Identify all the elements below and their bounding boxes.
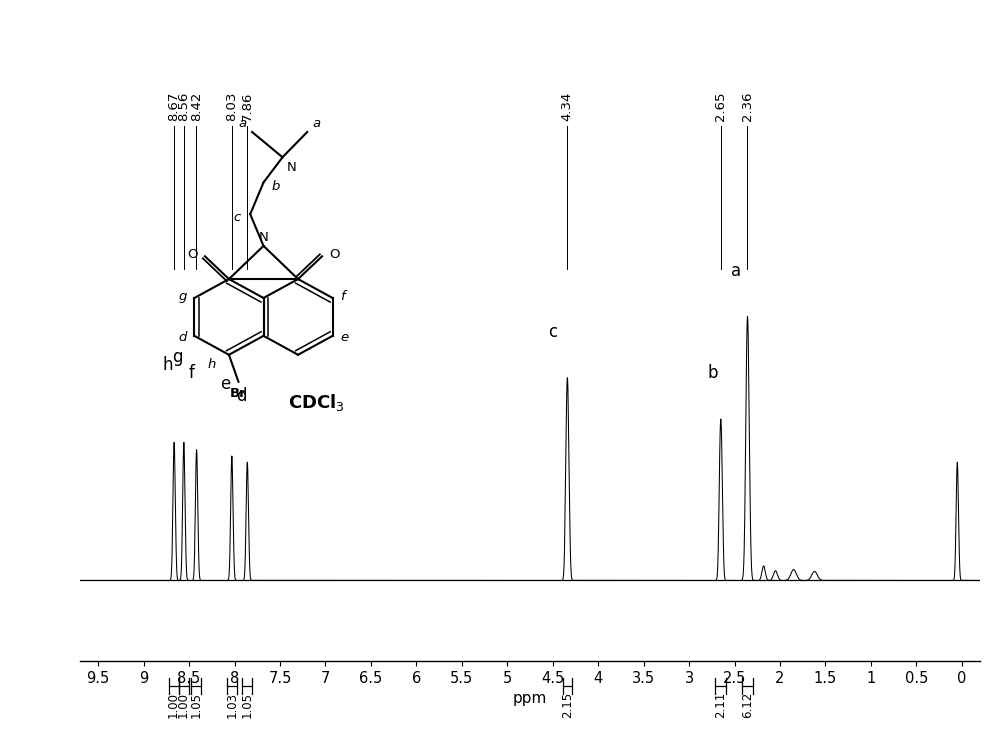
Text: d: d <box>236 387 246 405</box>
Text: b: b <box>271 179 279 192</box>
Text: 1.05: 1.05 <box>190 692 203 718</box>
Text: 2.36: 2.36 <box>741 92 754 122</box>
Text: 8.03: 8.03 <box>225 92 238 122</box>
Text: 7.86: 7.86 <box>241 92 254 122</box>
Text: 2.15: 2.15 <box>561 692 574 718</box>
Text: f: f <box>340 290 345 303</box>
Text: 1.05: 1.05 <box>241 692 254 718</box>
Text: O: O <box>188 248 198 261</box>
Text: Br: Br <box>230 388 247 400</box>
Text: 1.00: 1.00 <box>177 692 190 718</box>
Text: 8.67: 8.67 <box>167 92 180 122</box>
Text: f: f <box>189 363 195 382</box>
Text: h: h <box>163 356 173 374</box>
Text: N: N <box>259 231 268 244</box>
Text: 8.42: 8.42 <box>190 92 203 122</box>
Text: e: e <box>340 331 348 344</box>
Text: c: c <box>233 211 241 225</box>
Text: 4.34: 4.34 <box>561 92 574 122</box>
Text: h: h <box>207 358 216 372</box>
Text: 8.56: 8.56 <box>177 92 190 122</box>
Text: 1.00: 1.00 <box>167 692 180 718</box>
Text: 2.11: 2.11 <box>714 692 727 719</box>
Text: b: b <box>707 363 718 382</box>
Text: O: O <box>329 248 339 261</box>
Text: c: c <box>548 323 557 341</box>
X-axis label: ppm: ppm <box>513 691 547 706</box>
Text: 6.12: 6.12 <box>741 692 754 719</box>
Text: CDCl$_3$: CDCl$_3$ <box>288 392 345 413</box>
Text: a: a <box>238 117 246 130</box>
Text: g: g <box>172 348 183 366</box>
Text: 2.65: 2.65 <box>714 92 727 122</box>
Text: a: a <box>731 262 741 280</box>
Text: 1.03: 1.03 <box>225 692 238 718</box>
Text: N: N <box>286 161 296 173</box>
Text: e: e <box>220 376 231 394</box>
Text: d: d <box>178 331 187 344</box>
Text: g: g <box>178 290 187 303</box>
Text: a: a <box>313 117 321 130</box>
